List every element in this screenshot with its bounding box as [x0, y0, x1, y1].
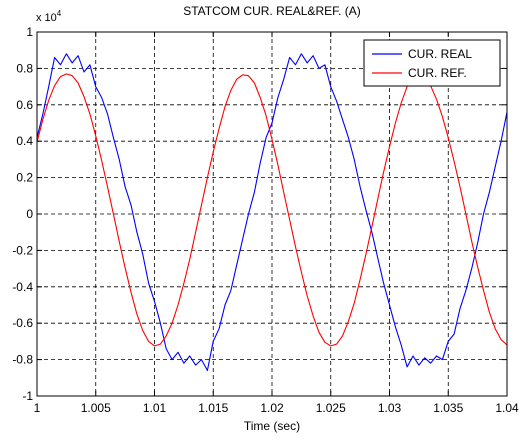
x-tick-label: 1.03	[378, 401, 402, 415]
y-multiplier-base: x 10	[36, 12, 57, 24]
y-tick-label: 0.2	[16, 171, 33, 185]
y-tick-label: 1	[26, 25, 33, 39]
chart-title: STATCOM CUR. REAL&REF. (A)	[183, 4, 361, 18]
y-multiplier-exponent: 4	[57, 9, 62, 18]
x-tick-label: 1.035	[433, 401, 463, 415]
legend-label: CUR. REF.	[408, 66, 467, 80]
x-tick-label: 1.01	[143, 401, 167, 415]
x-tick-label: 1.005	[81, 401, 111, 415]
y-tick-label: 0.8	[16, 61, 33, 75]
x-tick-label: 1.025	[316, 401, 346, 415]
y-tick-label: 0.6	[16, 98, 33, 112]
series-line-cur-real	[36, 53, 508, 372]
x-tick-label: 1	[34, 401, 41, 415]
y-multiplier: x 104	[36, 9, 62, 24]
legend-label: CUR. REAL	[408, 47, 472, 61]
axes: 1 1.005 1.01 1.015 1.02 1.025 1.03 1.035 1.04 -1 -…	[12, 25, 519, 415]
y-tick-label: -0.6	[12, 316, 33, 330]
x-axis-label: Time (sec)	[244, 419, 300, 433]
x-tick-label: 1.02	[260, 401, 284, 415]
y-tick-label: 0.4	[16, 134, 33, 148]
grid	[37, 32, 507, 396]
x-tick-label: 1.04	[495, 401, 519, 415]
y-tick-label: 0	[26, 207, 33, 221]
x-tick-label: 1.015	[198, 401, 228, 415]
legend-box	[363, 39, 501, 87]
y-tick-label: -0.8	[12, 353, 33, 367]
y-tick-label: -0.4	[12, 280, 33, 294]
y-tick-label: -1	[22, 389, 33, 403]
legend: CUR. REAL CUR. REF.	[363, 39, 501, 87]
y-tick-label: -0.2	[12, 243, 33, 257]
